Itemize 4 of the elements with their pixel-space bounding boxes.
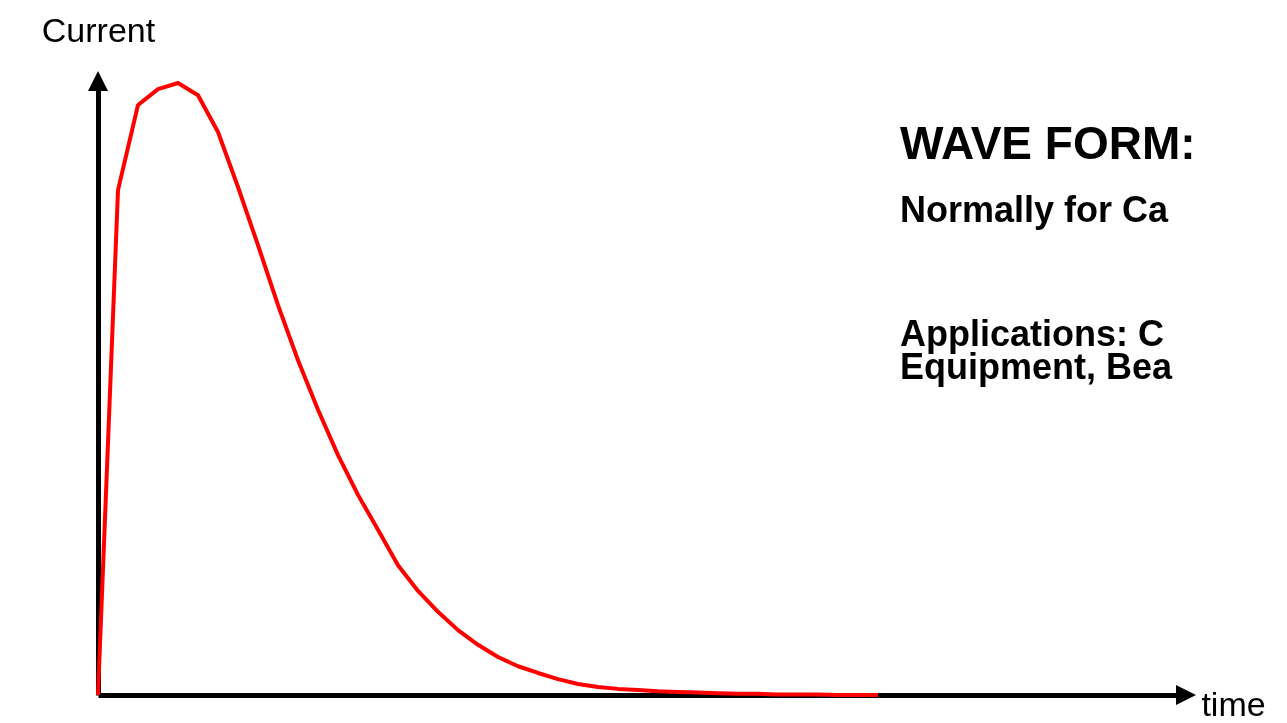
x-axis-title: time <box>1201 684 1266 723</box>
annotation: WAVE FORM: <box>900 117 1196 169</box>
y-axis-title: Current <box>41 10 156 49</box>
annotation: Normally for Ca <box>900 189 1170 230</box>
